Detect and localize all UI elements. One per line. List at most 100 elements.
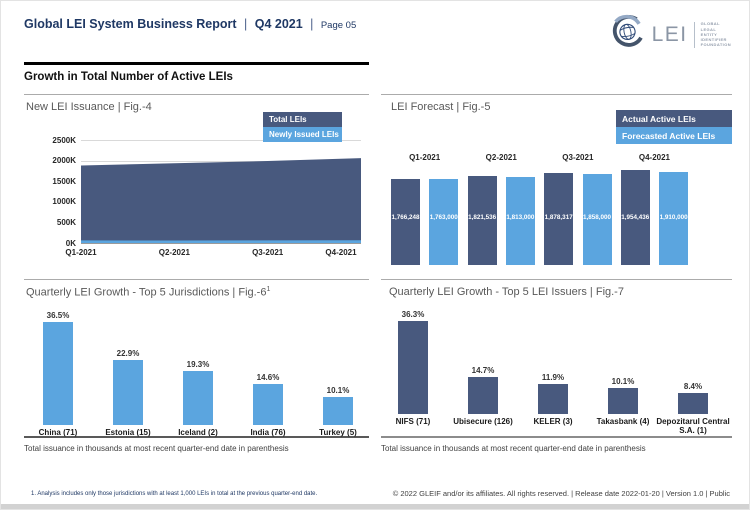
percent-label: 36.5% — [46, 311, 70, 321]
logo-tagline-line: GLOBAL — [700, 21, 720, 27]
bar-india — [253, 383, 283, 425]
percent-label: 19.3% — [186, 359, 210, 369]
logo-tagline-line: IDENTIFIER — [700, 37, 727, 43]
y-axis-tick-label: 2500K — [52, 135, 76, 145]
chart-panel-fig4: New LEI Issuance | Fig.-4 Total LEIs New… — [24, 94, 369, 279]
logo-tagline: GLOBAL LEGAL ENTITY IDENTIFIER FOUNDATION — [701, 21, 731, 47]
chart-note-fig7: Total issuance in thousands at most rece… — [381, 444, 646, 453]
percent-label: 8.4% — [683, 381, 703, 391]
page-title: Global LEI System Business Report — [24, 17, 237, 31]
legend-item-newly-issued-leis: Newly Issued LEIs — [263, 127, 342, 142]
quarter-label: Q1-2021 — [409, 153, 441, 162]
y-gridline — [81, 243, 361, 244]
y-axis-tick-label: 0K — [65, 238, 76, 248]
bar-forecast-q1 — [429, 179, 459, 265]
category-label: Estonia (15) — [105, 428, 151, 437]
bar-ubisecure — [468, 376, 498, 414]
logo-tagline-line: FOUNDATION — [700, 42, 731, 48]
legend-fig5: Actual Active LEIs Forecasted Active LEI… — [616, 110, 732, 144]
bar-actual-q1 — [391, 178, 420, 265]
logo-tagline-line: LEGAL — [700, 26, 717, 32]
x-axis-tick-label: Q3-2021 — [252, 248, 284, 257]
bar-forecast-q3 — [582, 174, 612, 265]
bar-estonia — [113, 360, 143, 425]
report-header: Global LEI System Business Report | Q4 2… — [24, 15, 356, 33]
bar-forecast-q4 — [659, 171, 689, 265]
bar-value-label: 1,910,000 — [659, 214, 688, 221]
bar-value-label: 1,813,000 — [506, 214, 535, 221]
logo-tagline-line: ENTITY — [700, 31, 718, 37]
quarter-label: Q4-2021 — [638, 153, 671, 162]
category-label: KELER (3) — [533, 417, 573, 426]
category-label: Depozitarul Central S.A. (1) — [656, 417, 730, 436]
x-axis-tick-label: Q4-2021 — [325, 248, 357, 257]
y-gridline — [81, 160, 361, 162]
chart-panel-fig6: Quarterly LEI Growth - Top 5 Jurisdictio… — [24, 279, 369, 438]
category-label: Turkey (5) — [319, 428, 357, 437]
category-label: Ubisecure (126) — [453, 417, 513, 426]
percent-label: 36.3% — [401, 310, 425, 320]
y-axis-tick-label: 1500K — [52, 176, 76, 186]
chart-title-fig5: LEI Forecast | Fig.-5 — [391, 101, 491, 113]
bar-actual-q3 — [544, 173, 574, 265]
bar-iceland — [183, 370, 213, 425]
legend-item-total-leis: Total LEIs — [263, 112, 342, 127]
bar-value-label: 1,954,436 — [621, 214, 650, 221]
lei-logo-text: LEI — [651, 22, 688, 46]
title-separator: | — [244, 17, 248, 31]
category-label: NIFS (71) — [395, 417, 431, 426]
bar-value-label: 1,766,248 — [391, 214, 420, 221]
bar-forecast-q2 — [505, 176, 535, 265]
quarter-label: Q2-2021 — [485, 153, 517, 162]
chart-title-fig6: Quarterly LEI Growth - Top 5 Jurisdictio… — [26, 286, 271, 299]
legend-item-forecasted-active-leis: Forecasted Active LEIs — [616, 127, 732, 144]
percent-label: 14.7% — [471, 365, 495, 375]
footnote: 1. Analysis includes only those jurisdic… — [31, 491, 318, 497]
legend-item-actual-active-leis: Actual Active LEIs — [616, 110, 732, 127]
page-number: Page 05 — [320, 20, 357, 31]
section-heading: Growth in Total Number of Active LEIs — [24, 71, 233, 83]
report-quarter: Q4 2021 — [254, 17, 303, 31]
bar-value-label: 1,858,000 — [582, 214, 612, 221]
bar-turkey — [323, 396, 353, 425]
footnote-marker: 1 — [266, 286, 271, 293]
category-label: India (76) — [250, 428, 286, 437]
bar-actual-q4 — [620, 169, 650, 265]
area-series-newly-issued-leis — [81, 240, 361, 243]
category-label: China (71) — [38, 428, 78, 437]
bar-value-label: 1,878,317 — [544, 214, 573, 221]
bar-actual-q2 — [467, 176, 497, 265]
y-gridline — [81, 140, 361, 141]
chart-panel-fig5: LEI Forecast | Fig.-5 Actual Active LEIs… — [381, 94, 732, 279]
logo-divider — [693, 21, 695, 48]
page-bottom-edge — [1, 504, 749, 509]
category-label: Takasbank (4) — [596, 417, 650, 426]
quarter-label: Q3-2021 — [562, 153, 594, 162]
legend-fig4: Total LEIs Newly Issued LEIs — [263, 112, 342, 142]
chart-title-fig7: Quarterly LEI Growth - Top 5 LEI Issuers… — [389, 286, 624, 298]
bar-china — [43, 322, 73, 425]
percent-label: 10.1% — [611, 377, 635, 387]
gleif-logo: LEI GLOBAL LEGAL ENTITY IDENTIFIER FOUNDATIO… — [608, 13, 731, 56]
title-rule — [24, 62, 369, 65]
globe-icon — [608, 13, 646, 56]
chart-note-fig6: Total issuance in thousands at most rece… — [24, 444, 289, 453]
bar-keler — [538, 383, 568, 414]
category-label: Iceland (2) — [178, 428, 218, 437]
area-series-total-leis — [81, 158, 361, 243]
chart-panel-fig7: Quarterly LEI Growth - Top 5 LEI Issuers… — [381, 279, 732, 438]
percent-label: 11.9% — [541, 372, 565, 382]
y-axis-tick-label: 500K — [56, 217, 76, 227]
percent-label: 10.1% — [326, 385, 350, 395]
percent-label: 22.9% — [116, 349, 140, 359]
bar-takasbank — [608, 388, 638, 414]
percent-label: 14.6% — [256, 372, 280, 382]
y-axis-tick-label: 1000K — [52, 197, 76, 207]
area-series-svg — [81, 158, 361, 243]
bar-nifs — [398, 321, 428, 414]
x-axis-tick-label: Q2-2021 — [158, 248, 190, 257]
chart-title-fig4: New LEI Issuance | Fig.-4 — [26, 101, 152, 113]
y-axis-tick-label: 2000K — [52, 156, 76, 166]
bar-value-label: 1,821,536 — [468, 214, 497, 221]
